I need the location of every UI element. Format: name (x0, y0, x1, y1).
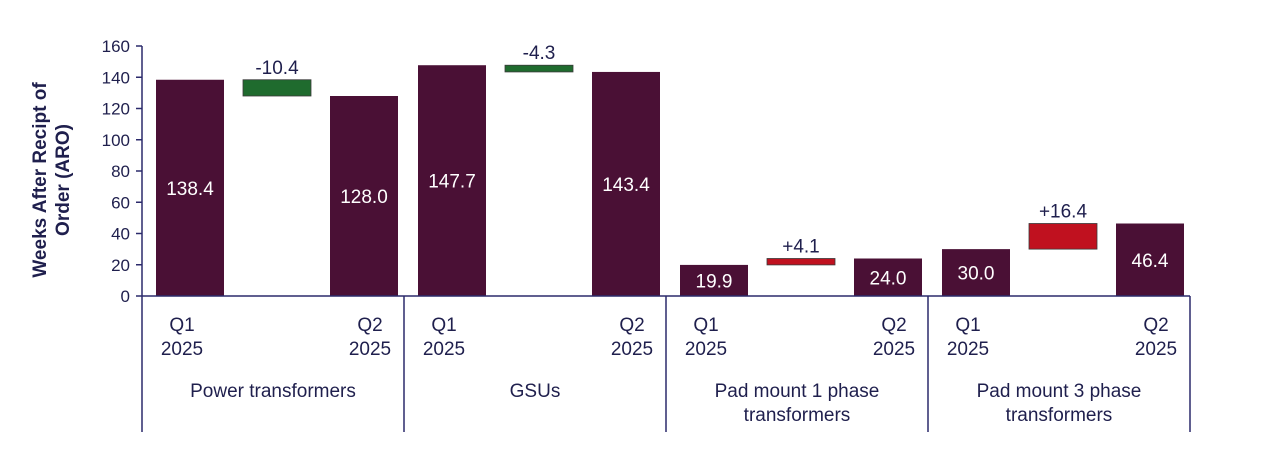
bar-change (1028, 223, 1098, 250)
x-tick-label-line: 2025 (611, 339, 653, 360)
group-label-line: transformers (1006, 405, 1113, 426)
x-tick-label-line: Q1 (431, 315, 456, 336)
y-axis-title-line-1: Weeks After Recipt of (30, 82, 51, 278)
bar-q2 (1116, 223, 1184, 296)
x-tick-label-line: 2025 (423, 339, 465, 360)
x-tick-label-line: 2025 (161, 339, 203, 360)
group-label: Pad mount 3 phase transformers (977, 381, 1142, 426)
group-label-line: GSUs (510, 381, 561, 402)
x-tick-label-q1: Q1 2025 (947, 315, 989, 360)
group-label-line: Pad mount 1 phase (715, 381, 880, 402)
x-tick-label-q1: Q1 2025 (161, 315, 203, 360)
bar-change-value-label: +4.1 (782, 237, 820, 258)
x-tick-label-line: 2025 (685, 339, 727, 360)
group-label: GSUs (510, 381, 561, 402)
bar-q2-value-label: 128.0 (340, 187, 388, 208)
bar-change (504, 64, 574, 73)
y-axis-title: Weeks After Recipt of Order (ARO) (30, 82, 74, 278)
bar-q2 (330, 96, 398, 296)
group-label-line: transformers (744, 405, 851, 426)
x-tick-label-line: 2025 (1135, 339, 1177, 360)
x-tick-label-line: Q2 (881, 315, 906, 336)
y-tick-label: 20 (111, 256, 130, 275)
group-label-line: Pad mount 3 phase (977, 381, 1142, 402)
x-tick-label-q2: Q2 2025 (1135, 315, 1177, 360)
y-tick-label: 60 (111, 193, 130, 212)
bar-q1-value-label: 138.4 (166, 179, 214, 200)
bar-q2 (592, 71, 660, 296)
bar-q2-value-label: 24.0 (870, 268, 907, 289)
bar-q1 (680, 264, 748, 296)
bar-q1-value-label: 30.0 (958, 264, 995, 285)
y-tick-label: 40 (111, 225, 130, 244)
group-label: Power transformers (190, 381, 356, 402)
bar-change (242, 79, 312, 97)
bar-q1 (942, 249, 1010, 296)
x-axis: Q1 2025 Q2 2025 Power transformers Q1 2025 Q2 20… (141, 295, 1191, 432)
y-axis-title-line-2: Order (ARO) (53, 124, 74, 236)
bar-q1 (156, 79, 224, 296)
x-tick-label-line: 2025 (947, 339, 989, 360)
x-tick-label-line: Q2 (619, 315, 644, 336)
group-label: Pad mount 1 phase transformers (715, 381, 880, 426)
bar-q2-value-label: 143.4 (602, 175, 650, 196)
x-tick-label-q2: Q2 2025 (611, 315, 653, 360)
bar-q2-value-label: 46.4 (1132, 251, 1169, 272)
y-tick-label: 100 (102, 131, 130, 150)
bar-q1-value-label: 19.9 (696, 271, 733, 292)
y-tick-label: 80 (111, 162, 130, 181)
y-tick-label: 0 (121, 287, 130, 306)
x-tick-label-line: 2025 (349, 339, 391, 360)
x-tick-label-line: Q1 (955, 315, 980, 336)
bar-change-value-label: -10.4 (255, 58, 299, 79)
bar-q1-value-label: 147.7 (428, 172, 476, 193)
x-tick-label-line: Q2 (1143, 315, 1168, 336)
y-tick-label: 120 (102, 100, 130, 119)
y-tick-label: 140 (102, 68, 130, 87)
x-tick-label-line: Q1 (169, 315, 194, 336)
x-tick-label-line: 2025 (873, 339, 915, 360)
bar-change (766, 258, 836, 266)
x-tick-label-q2: Q2 2025 (349, 315, 391, 360)
bar-change-value-label: +16.4 (1039, 202, 1088, 223)
x-tick-label-line: Q1 (693, 315, 718, 336)
bar-q2 (854, 258, 922, 296)
x-tick-label-line: Q2 (357, 315, 382, 336)
bar-change-value-label: -4.3 (523, 43, 556, 64)
bar-q1 (418, 65, 486, 296)
bars: 138.4 -10.4 128.0 147.7 -4.3 143.4 19.9 +4.1 24.… (156, 43, 1184, 296)
y-tick-label: 160 (102, 37, 130, 56)
y-axis: 0 20 40 60 80 100 120 140 160 (102, 37, 143, 306)
y-axis-title-group: Weeks After Recipt of Order (ARO) (30, 82, 74, 278)
group-label-line: Power transformers (190, 381, 356, 402)
x-tick-label-q1: Q1 2025 (685, 315, 727, 360)
x-tick-label-q1: Q1 2025 (423, 315, 465, 360)
x-tick-label-q2: Q2 2025 (873, 315, 915, 360)
